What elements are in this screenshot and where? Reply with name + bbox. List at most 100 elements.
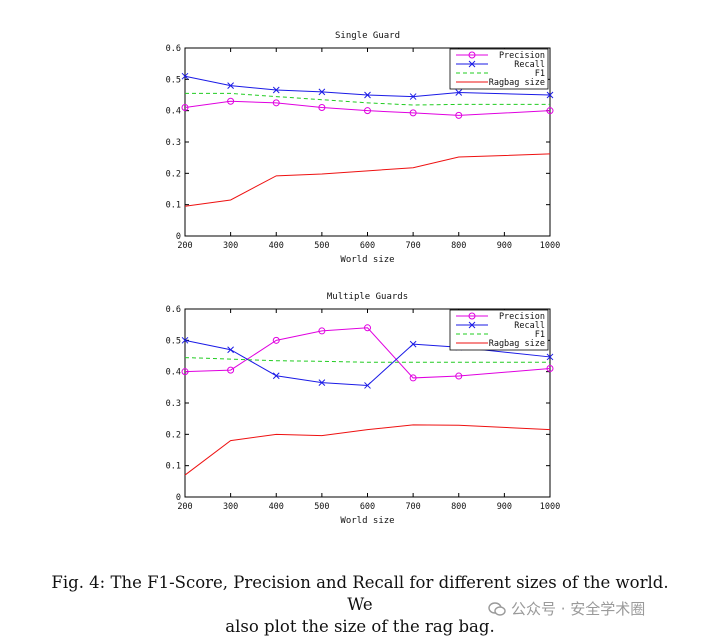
- x-marker-stroke: [318, 88, 326, 96]
- single-guard-chart: Single Guard 200 300 400 500 600 700 800 900 1000…: [166, 31, 561, 265]
- data-point-recall: [181, 72, 189, 80]
- y-tick-label: 0.2: [166, 169, 181, 179]
- data-point-recall: [409, 340, 417, 348]
- data-point-recall: [318, 379, 326, 386]
- x-marker-stroke: [227, 82, 234, 89]
- y-tick-label: 0.4: [166, 107, 181, 117]
- x-tick-label: 200: [177, 502, 192, 512]
- figure-caption: Fig. 4: The F1-Score, Precision and Reca…: [40, 572, 680, 638]
- y-tick-label: 0.6: [166, 305, 181, 315]
- legend-marker: [468, 60, 476, 68]
- data-point-recall: [364, 382, 371, 389]
- series-line-f1: [185, 92, 550, 106]
- x-tick-label: 1000: [540, 241, 560, 251]
- y-tick-label: 0.3: [166, 138, 181, 148]
- y-tick-label: 0.3: [166, 399, 181, 409]
- data-point-precision: [409, 374, 417, 382]
- data-point-precision: [181, 104, 189, 112]
- data-point-recall: [272, 86, 280, 94]
- data-point-precision: [546, 107, 554, 115]
- x-marker-stroke: [546, 91, 554, 99]
- x-marker-stroke: [272, 86, 280, 94]
- data-point-precision: [272, 336, 280, 344]
- x-marker-stroke: [546, 353, 554, 361]
- x-marker-stroke: [409, 340, 417, 348]
- data-point-precision: [546, 365, 554, 373]
- x-tick-label: 200: [177, 241, 192, 251]
- y-tick-label: 0.5: [166, 336, 181, 346]
- legend-label: F1: [535, 69, 545, 79]
- chart-title: Multiple Guards: [327, 292, 408, 302]
- x-marker-stroke: [181, 72, 189, 80]
- series-line-precision: [184, 100, 551, 116]
- y-tick-label: 0.6: [166, 44, 181, 54]
- x-tick-label: 600: [360, 502, 375, 512]
- data-point-recall: [181, 336, 189, 344]
- x-tick-label: 600: [360, 241, 375, 251]
- data-point-precision: [455, 372, 463, 380]
- watermark-text: 公众号 · 安全学术圈: [511, 600, 646, 618]
- series-line-ragbag-size: [184, 153, 551, 207]
- y-tick-label: 0.1: [166, 462, 181, 472]
- x-marker-stroke: [181, 336, 189, 344]
- data-point-recall: [409, 93, 417, 100]
- data-point-recall: [227, 346, 234, 354]
- x-marker-stroke: [272, 372, 280, 380]
- x-tick-label: 900: [497, 241, 512, 251]
- data-point-precision: [227, 366, 235, 374]
- x-marker-stroke: [364, 91, 371, 99]
- chart-title: Single Guard: [335, 31, 400, 41]
- legend-label: Recall: [514, 321, 545, 331]
- series-line-f1: [184, 357, 550, 363]
- data-point-precision: [455, 111, 463, 119]
- legend-label: F1: [535, 330, 545, 340]
- y-tick-label: 0.4: [166, 368, 181, 378]
- x-tick-label: 800: [451, 502, 466, 512]
- data-point-precision: [409, 109, 417, 117]
- y-tick-label: 0: [176, 232, 181, 242]
- x-tick-label: 400: [269, 241, 284, 251]
- data-point-precision: [181, 368, 189, 376]
- watermark: 公众号 · 安全学术圈: [488, 598, 645, 619]
- data-point-precision: [364, 324, 371, 332]
- legend-marker: [468, 51, 476, 59]
- y-tick-label: 0.1: [166, 201, 181, 211]
- data-point-precision: [364, 107, 371, 115]
- data-point-recall: [272, 372, 280, 380]
- data-point-recall: [318, 88, 326, 96]
- multiple-guards-chart: Multiple Guards 200 300 400 500 600 700 800 900 1…: [166, 292, 561, 526]
- x-marker-stroke: [455, 89, 463, 96]
- data-point-precision: [272, 99, 280, 107]
- data-point-recall: [227, 82, 234, 89]
- series-line-ragbag-size: [184, 424, 551, 476]
- caption-line-1: Fig. 4: The F1-Score, Precision and Reca…: [51, 573, 669, 614]
- x-axis-label: World size: [340, 255, 394, 265]
- x-tick-label: 700: [405, 502, 420, 512]
- data-point-precision: [227, 97, 235, 105]
- x-tick-label: 500: [314, 241, 329, 251]
- x-marker-stroke: [227, 346, 234, 354]
- x-tick-label: 800: [451, 241, 466, 251]
- x-marker-stroke: [409, 93, 417, 100]
- wechat-icon: [488, 601, 506, 616]
- y-tick-label: 0.2: [166, 430, 181, 440]
- x-tick-label: 300: [223, 502, 238, 512]
- data-point-recall: [455, 89, 463, 96]
- data-point-precision: [318, 104, 326, 112]
- series-line-precision: [184, 327, 551, 379]
- x-tick-label: 700: [405, 241, 420, 251]
- legend-marker: [468, 321, 476, 329]
- legend-label: Recall: [514, 60, 545, 70]
- legend-label: Ragbag size: [489, 78, 545, 88]
- x-marker-stroke: [318, 379, 326, 386]
- legend-marker: [468, 312, 476, 320]
- x-tick-label: 400: [269, 502, 284, 512]
- data-point-recall: [546, 353, 554, 361]
- y-tick-label: 0: [176, 493, 181, 503]
- data-point-precision: [318, 327, 326, 335]
- x-marker-stroke: [364, 382, 371, 389]
- y-tick-label: 0.5: [166, 75, 181, 85]
- legend-label: Precision: [499, 312, 545, 322]
- legend-label: Precision: [499, 51, 545, 61]
